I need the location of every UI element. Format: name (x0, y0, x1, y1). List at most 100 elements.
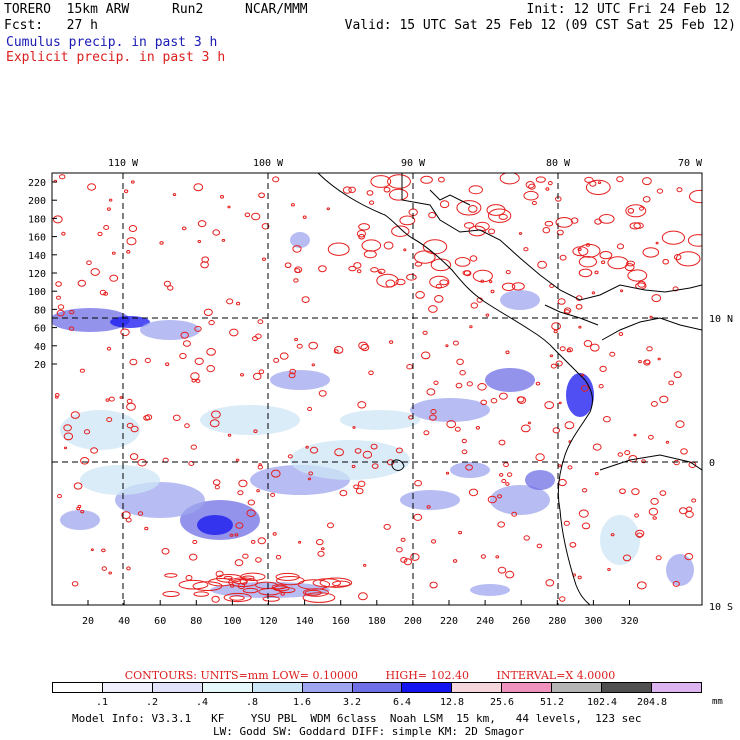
explicit-contour (537, 260, 547, 269)
explicit-contour (607, 256, 629, 270)
explicit-contour (172, 414, 181, 421)
explicit-contour (317, 550, 325, 557)
colorbar-swatch (652, 683, 701, 692)
explicit-contour (644, 359, 651, 365)
explicit-contour (505, 570, 515, 579)
explicit-contour (598, 384, 604, 389)
explicit-contour (275, 572, 300, 581)
explicit-contour (655, 555, 662, 561)
explicit-contour (578, 509, 589, 518)
explicit-contour (179, 352, 187, 360)
explicit-contour (590, 343, 600, 352)
colorbar-swatch (552, 683, 603, 692)
explicit-contour (164, 573, 178, 578)
explicit-contour (523, 535, 530, 541)
explicit-contour (270, 492, 276, 497)
explicit-contour (370, 443, 378, 450)
explicit-contour (227, 205, 231, 209)
y-tick-label: 180 (28, 214, 46, 225)
colorbar-label: 3.2 (342, 697, 362, 708)
explicit-contour (599, 251, 613, 260)
cumulus-cell (490, 485, 550, 515)
explicit-contour (360, 343, 370, 352)
explicit-contour (485, 313, 490, 317)
explicit-contour (648, 434, 654, 440)
explicit-contour (527, 421, 532, 425)
galapagos-island (391, 459, 405, 471)
explicit-contour (206, 365, 215, 373)
colorbar-swatch (252, 683, 303, 692)
explicit-contour (83, 429, 91, 435)
x-tick-label: 320 (620, 616, 638, 627)
colorbar-label: 12.8 (439, 697, 465, 708)
explicit-contour (351, 464, 356, 469)
explicit-contour (480, 554, 486, 559)
explicit-contour (523, 190, 539, 201)
explicit-contour (684, 553, 694, 561)
explicit-contour (383, 241, 394, 250)
explicit-contour (237, 490, 244, 496)
explicit-contour (123, 189, 129, 194)
explicit-contour (487, 495, 497, 504)
explicit-contour (651, 294, 662, 303)
explicit-contour (674, 254, 682, 261)
explicit-contour (598, 214, 615, 224)
explicit-contour (430, 409, 437, 415)
explicit-contour (55, 281, 62, 287)
explicit-contour (429, 414, 437, 421)
explicit-contour (342, 186, 352, 194)
explicit-contour (428, 212, 437, 219)
x-tick-label: 280 (548, 616, 566, 627)
cumulus-cell (140, 320, 200, 340)
colorbar-swatch (102, 683, 153, 692)
explicit-contour (99, 289, 107, 296)
explicit-contour (649, 315, 653, 319)
explicit-contour (389, 188, 409, 201)
explicit-contour (212, 229, 220, 236)
y-tick-label: 140 (28, 251, 46, 262)
y-tick-label: 200 (28, 196, 46, 207)
explicit-contour (636, 532, 643, 538)
explicit-contour (592, 443, 602, 451)
explicit-contour (468, 488, 479, 497)
explicit-contour (446, 420, 457, 429)
explicit-contour (650, 401, 658, 407)
explicit-contour (518, 232, 523, 235)
explicit-contour (309, 446, 319, 454)
explicit-contour (180, 331, 189, 339)
explicit-contour (578, 325, 582, 329)
explicit-contour (544, 401, 555, 410)
explicit-contour (433, 380, 439, 385)
explicit-contour (555, 360, 563, 367)
cumulus-cell (340, 410, 420, 430)
colorbar-label: .8 (245, 697, 259, 708)
longitude-label: 80 W (546, 158, 571, 169)
explicit-contour (181, 226, 187, 231)
explicit-contour (368, 370, 374, 376)
explicit-contour (469, 255, 478, 262)
explicit-contour (109, 198, 113, 202)
cumulus-cell (666, 554, 694, 586)
explicit-contour (242, 587, 259, 594)
model-title: TORERO 15km ARW (4, 2, 130, 17)
explicit-contour (679, 507, 688, 515)
cumulus-cell (270, 370, 330, 390)
explicit-contour (316, 539, 324, 546)
y-axis: 220 200 180 160 140 120 100 80 60 40 20 (28, 178, 57, 371)
explicit-contour (188, 461, 195, 466)
explicit-contour (501, 282, 516, 291)
explicit-contour (659, 395, 669, 404)
x-tick-label: 20 (82, 616, 94, 627)
x-tick-label: 80 (190, 616, 202, 627)
explicit-contour (101, 566, 108, 571)
explicit-contour (584, 176, 594, 183)
latitude-label: 10 S (709, 602, 733, 613)
explicit-contour (363, 563, 367, 567)
explicit-contour (580, 385, 589, 392)
explicit-contour (162, 591, 180, 597)
x-tick-label: 120 (259, 616, 277, 627)
cumulus-cell (60, 510, 100, 530)
explicit-contour (61, 231, 66, 236)
explicit-contour (557, 298, 566, 305)
cumulus-cell (470, 584, 510, 596)
